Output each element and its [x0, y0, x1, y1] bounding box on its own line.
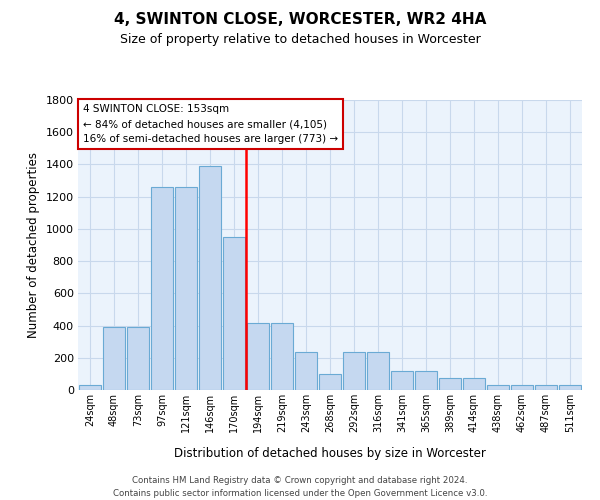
- Text: Distribution of detached houses by size in Worcester: Distribution of detached houses by size …: [174, 448, 486, 460]
- Y-axis label: Number of detached properties: Number of detached properties: [27, 152, 40, 338]
- Text: 4, SWINTON CLOSE, WORCESTER, WR2 4HA: 4, SWINTON CLOSE, WORCESTER, WR2 4HA: [114, 12, 486, 28]
- Bar: [103, 327, 125, 390]
- Bar: [535, 385, 557, 390]
- Bar: [127, 327, 149, 390]
- Text: 4 SWINTON CLOSE: 153sqm
← 84% of detached houses are smaller (4,105)
16% of semi: 4 SWINTON CLOSE: 153sqm ← 84% of detache…: [83, 104, 338, 144]
- Bar: [271, 323, 293, 390]
- Bar: [559, 385, 581, 390]
- Bar: [391, 370, 413, 390]
- Bar: [151, 187, 173, 390]
- Bar: [511, 385, 533, 390]
- Bar: [367, 352, 389, 390]
- Bar: [415, 370, 437, 390]
- Bar: [295, 352, 317, 390]
- Bar: [343, 352, 365, 390]
- Text: Size of property relative to detached houses in Worcester: Size of property relative to detached ho…: [119, 32, 481, 46]
- Bar: [463, 378, 485, 390]
- Bar: [79, 385, 101, 390]
- Bar: [199, 166, 221, 390]
- Bar: [247, 323, 269, 390]
- Bar: [223, 237, 245, 390]
- Bar: [487, 385, 509, 390]
- Text: Contains HM Land Registry data © Crown copyright and database right 2024.
Contai: Contains HM Land Registry data © Crown c…: [113, 476, 487, 498]
- Bar: [319, 374, 341, 390]
- Bar: [175, 187, 197, 390]
- Bar: [439, 378, 461, 390]
